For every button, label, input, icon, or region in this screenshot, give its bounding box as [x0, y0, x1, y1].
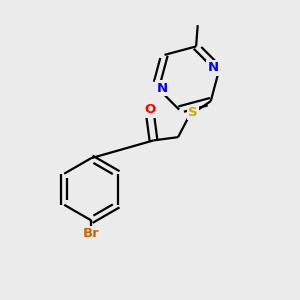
Text: Br: Br [83, 227, 100, 240]
Text: O: O [145, 103, 156, 116]
Text: N: N [208, 61, 219, 74]
Text: S: S [188, 106, 198, 119]
Text: N: N [156, 82, 167, 94]
Text: N: N [208, 61, 219, 74]
Text: N: N [156, 82, 167, 94]
